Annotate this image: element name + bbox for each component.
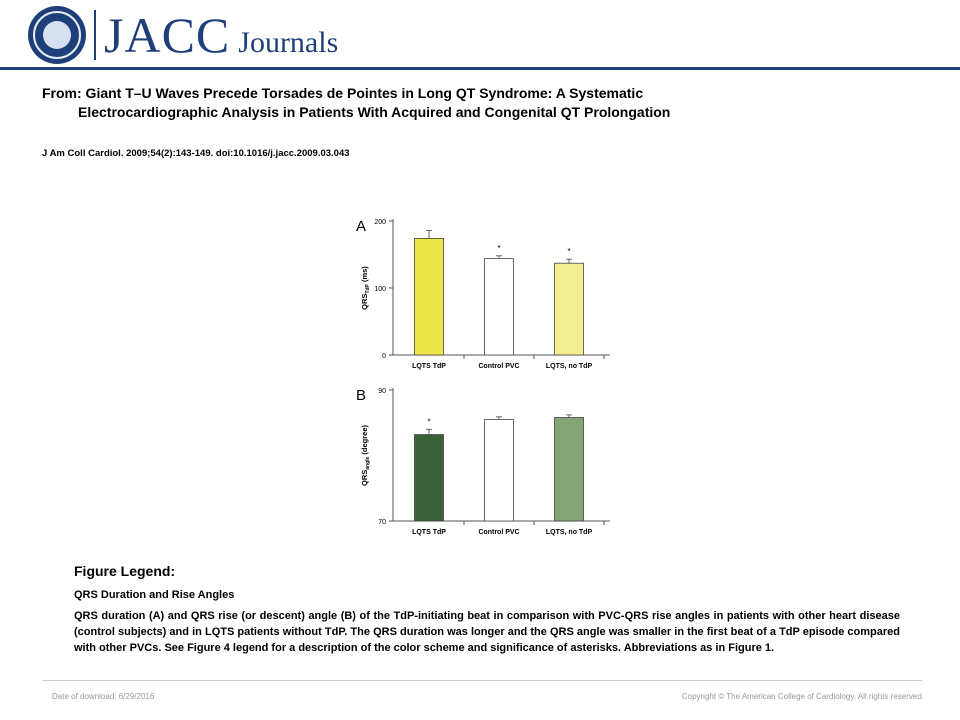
panel-a-xtick-label: Control PVC <box>478 363 519 370</box>
panel-a-bar <box>484 258 514 356</box>
article-title-line1: From: Giant T–U Waves Precede Torsades d… <box>42 85 644 101</box>
panel-a-ytick-label: 200 <box>374 219 386 226</box>
panel-a-ytick-label: 100 <box>374 286 386 293</box>
copyright-notice: Copyright © The American College of Card… <box>681 692 924 701</box>
panel-a-ytick-label: 0 <box>382 353 386 360</box>
logo-text-journals: Journals <box>238 26 339 59</box>
panel-a-bar <box>414 238 444 356</box>
logo-divider <box>94 10 96 60</box>
footer-rule <box>42 680 922 681</box>
article-title: From: Giant T–U Waves Precede Torsades d… <box>42 84 922 122</box>
panel-b-asterisk: * <box>427 417 430 426</box>
article-title-line2: Electrocardiographic Analysis in Patient… <box>78 104 671 120</box>
panel-b-xtick-label: LQTS, no TdP <box>546 529 593 536</box>
panel-b-ytick-label: 70 <box>378 519 386 526</box>
article-citation[interactable]: J Am Coll Cardiol. 2009;54(2):143-149. d… <box>42 148 350 159</box>
panel-a-ylabel: QRSTdP (ms) <box>360 266 371 310</box>
panel-a-asterisk: * <box>567 247 570 256</box>
panel-b-bar <box>484 419 514 522</box>
panel-b-bar <box>414 434 444 522</box>
panel-b-letter: B <box>356 387 366 404</box>
panel-a-bar <box>554 262 584 356</box>
download-date: Date of download: 6/29/2016 <box>52 692 155 701</box>
panel-a-asterisk: * <box>497 244 500 253</box>
panel-a-xtick-label: LQTS TdP <box>412 363 446 370</box>
panel-a-letter: A <box>356 218 366 235</box>
panel-b-xtick-label: Control PVC <box>478 529 519 536</box>
figure-caption-title: QRS Duration and Rise Angles <box>74 589 235 601</box>
panel-b-bar <box>554 417 584 522</box>
panel-b-ytick-label: 90 <box>378 388 386 395</box>
panel-a-xtick-label: LQTS, no TdP <box>546 363 593 370</box>
jacc-journals-logo[interactable]: JACC Journals <box>104 6 338 64</box>
figure-caption-body: QRS duration (A) and QRS rise (or descen… <box>74 610 900 654</box>
journal-header: JACC Journals <box>0 0 960 70</box>
figure-bar-charts: A 0 100 200 QRSTdP (ms) LQTS TdP * Control PVC *… <box>356 218 610 536</box>
header-rule <box>0 67 960 70</box>
figure-legend-title: Figure Legend: <box>74 563 176 579</box>
logo-text-jacc: JACC <box>104 7 231 63</box>
panel-b-xtick-label: LQTS TdP <box>412 529 446 536</box>
panel-b-ylabel: QRSangle (degree) <box>360 425 371 487</box>
acc-seal-logo-icon <box>28 6 86 64</box>
